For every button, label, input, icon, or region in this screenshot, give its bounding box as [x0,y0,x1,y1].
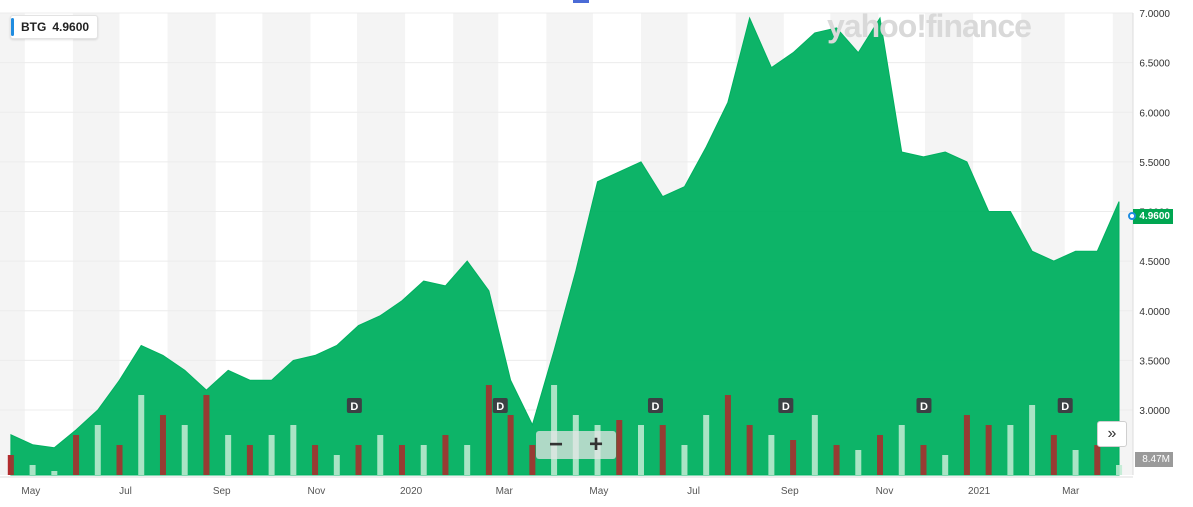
x-tick-label: Mar [496,486,514,497]
range-indicator [573,0,589,3]
volume-bar-overlay [1029,405,1036,475]
volume-bar-overlay [507,415,514,475]
y-tick-label: 6.0000 [1139,108,1170,119]
volume-bar-overlay [985,425,992,475]
dividend-marker [346,398,362,413]
dividend-marker [492,398,508,413]
volume-bar-overlay [290,425,297,475]
legend-swatch [11,18,14,36]
volume-bar-overlay [529,445,536,475]
volume-bar-overlay [29,465,36,475]
volume-bar-overlay [746,425,753,475]
volume-bar-overlay [181,425,188,475]
x-tick-label: 2020 [400,486,423,497]
y-tick-label: 4.5000 [1139,257,1170,268]
volume-bar-overlay [333,455,340,475]
dividend-marker [1057,398,1073,413]
zoom-controls: − + [536,431,616,459]
volume-bar-overlay [681,445,688,475]
watermark: yahoo!finance [827,8,1032,44]
volume-bar-overlay [312,445,319,475]
volume-bar-overlay [246,445,253,475]
volume-bar-overlay [73,435,80,475]
volume-bar-overlay [116,445,123,475]
volume-bar-overlay [7,455,14,475]
volume-bar-overlay [464,445,471,475]
volume-bar-overlay [442,435,449,475]
volume-bar-overlay [398,445,405,475]
volume-bar-overlay [138,395,145,475]
volume-bar-overlay [703,415,710,475]
x-tick-label: May [589,486,608,497]
volume-bar-overlay [551,385,558,475]
volume-bar-overlay [225,435,232,475]
dividend-marker [916,398,932,413]
dividend-marker [647,398,663,413]
y-tick-label: 4.0000 [1139,307,1170,318]
y-tick-label: 7.0000 [1139,9,1170,20]
dividend-marker-label: D [651,401,659,413]
volume-bar-overlay [724,395,731,475]
volume-bar-overlay [637,425,644,475]
volume-bar-overlay [920,445,927,475]
x-tick-label: Jul [687,486,700,497]
volume-bar-overlay [94,425,101,475]
x-tick-label: Sep [781,486,799,497]
volume-bar-overlay [790,440,797,475]
x-tick-label: Mar [1062,486,1080,497]
y-tick-label: 6.5000 [1139,59,1170,70]
legend-box[interactable]: BTG 4.9600 [10,15,99,39]
volume-bar-overlay [51,471,58,475]
volume-bar-overlay [1050,435,1057,475]
x-tick-label: 2021 [968,486,991,497]
zoom-out-button[interactable]: − [548,431,563,458]
x-tick-label: May [21,486,40,497]
volume-bar-overlay [1007,425,1014,475]
volume-bar-overlay [855,450,862,475]
dividend-marker-label: D [782,401,790,413]
volume-bar-overlay [898,425,905,475]
current-price-badge: 4.9600 [1128,209,1173,224]
volume-bar-overlay [963,415,970,475]
dividend-marker-label: D [1061,401,1069,413]
volume-bar-overlay [159,415,166,475]
volume-bar-overlay [942,455,949,475]
volume-bar-overlay [355,445,362,475]
x-tick-label: Sep [213,486,231,497]
volume-bar-overlay [768,435,775,475]
volume-bar-overlay [203,395,210,475]
volume-bar-overlay [1072,450,1079,475]
x-tick-label: Nov [308,486,326,497]
volume-bar-overlay [833,445,840,475]
legend-symbol: BTG [21,20,47,34]
volume-bar-overlay [616,420,623,475]
legend-value: 4.9600 [52,20,90,34]
volume-bar-overlay [420,445,427,475]
volume-bar-overlay [485,385,492,475]
scroll-right-button[interactable]: » [1097,421,1127,447]
volume-badge: 8.47M [1135,452,1173,467]
y-tick-label: 3.0000 [1139,406,1170,417]
volume-bar-overlay [659,425,666,475]
volume-bar-overlay [1094,445,1101,475]
x-tick-label: Jul [119,486,132,497]
price-area [10,16,1120,476]
dividend-marker [778,398,794,413]
x-tick-label: Nov [876,486,894,497]
zoom-in-button[interactable]: + [588,431,603,458]
month-shade [0,13,25,475]
dividend-marker-label: D [920,401,928,413]
y-tick-label: 5.5000 [1139,158,1170,169]
y-tick-label: 3.5000 [1139,356,1170,367]
volume-bar-overlay [877,435,884,475]
volume-bar-overlay [377,435,384,475]
dividend-marker-label: D [350,401,358,413]
volume-bar-overlay [268,435,275,475]
dividend-marker-label: D [496,401,504,413]
volume-bar-overlay [811,415,818,475]
volume-bar-overlay [1116,465,1123,475]
